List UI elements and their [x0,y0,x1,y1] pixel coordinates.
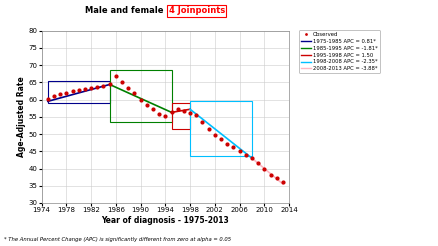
X-axis label: Year of diagnosis - 1975-2013: Year of diagnosis - 1975-2013 [102,216,229,225]
Text: * The Annual Percent Change (APC) is significantly different from zero at alpha : * The Annual Percent Change (APC) is sig… [4,237,232,242]
Bar [110,70,172,122]
Bar [48,81,110,103]
Bar [172,103,190,129]
Y-axis label: Age-Adjusted Rate: Age-Adjusted Rate [17,77,26,157]
Bar [190,101,252,156]
Text: Male and female: Male and female [85,6,166,15]
Text: 4 Joinpoints: 4 Joinpoints [169,6,225,15]
Legend: Observed, 1975-1985 APC = 0.81*, 1985-1995 APC = -1.81*, 1995-1998 APC = 1.50, 1: Observed, 1975-1985 APC = 0.81*, 1985-19… [299,30,380,73]
